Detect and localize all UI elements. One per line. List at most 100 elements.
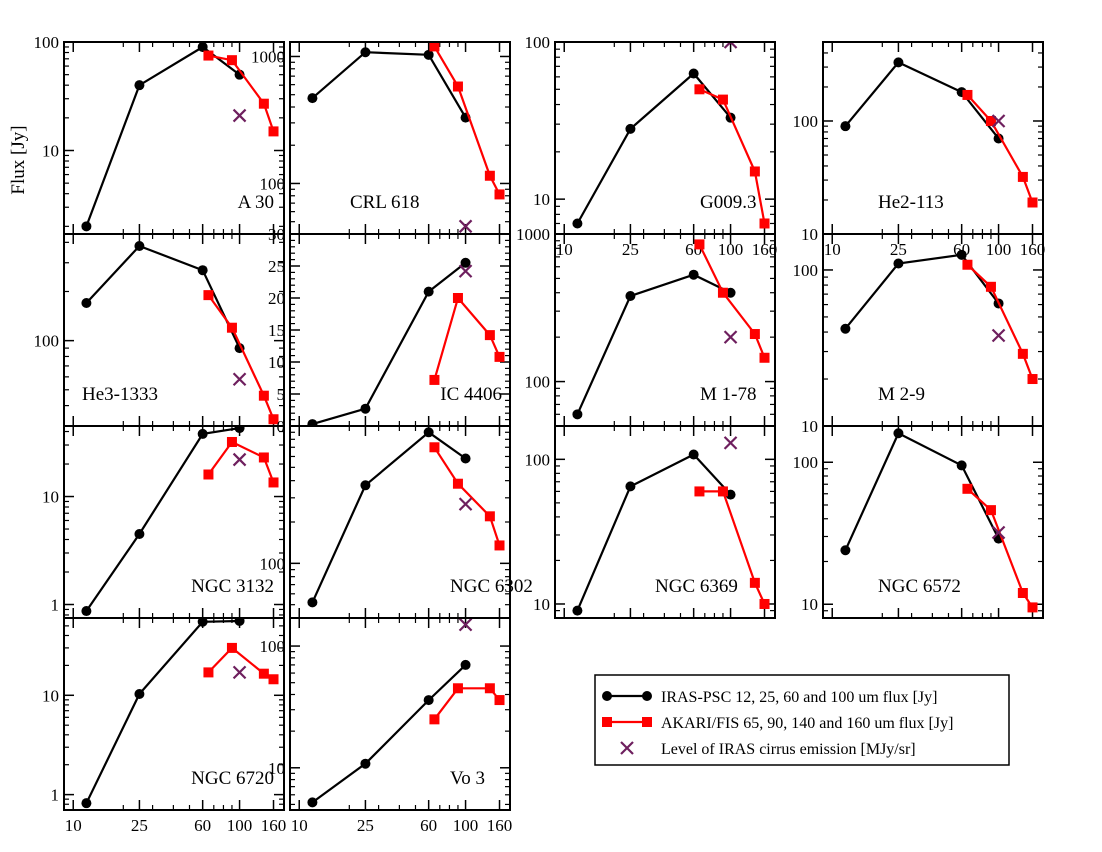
plot-area bbox=[307, 257, 505, 426]
akari-series-line bbox=[433, 45, 501, 195]
legend-entry-cirrus: Level of IRAS cirrus emission [MJy/sr] bbox=[620, 741, 916, 758]
x-tick-label: 160 bbox=[752, 240, 778, 259]
plot-area bbox=[81, 618, 279, 809]
akari-point bbox=[258, 668, 269, 679]
iras-series-line bbox=[311, 430, 467, 603]
iras-point bbox=[893, 57, 904, 68]
akari-point bbox=[759, 218, 770, 229]
iras-point bbox=[423, 49, 434, 60]
akari-point bbox=[1027, 197, 1038, 208]
akari-point bbox=[749, 166, 760, 177]
cirrus-point bbox=[458, 219, 473, 234]
legend-marker bbox=[642, 691, 652, 701]
x-tick-label: 10 bbox=[291, 816, 308, 835]
legend-label: Level of IRAS cirrus emission [MJy/sr] bbox=[661, 741, 916, 758]
iras-series-line bbox=[311, 664, 467, 804]
legend-marker bbox=[602, 717, 612, 727]
panel-frame bbox=[63, 617, 285, 811]
akari-point bbox=[203, 50, 214, 61]
iras-point bbox=[460, 453, 471, 464]
y-tick-label: 100 bbox=[525, 373, 551, 392]
iras-series-line bbox=[85, 45, 241, 227]
akari-series-line bbox=[698, 88, 766, 224]
iras-point bbox=[993, 133, 1004, 144]
panel: 10 100 NGC 6369 bbox=[525, 425, 776, 619]
plot-area bbox=[81, 426, 279, 617]
iras-point bbox=[572, 605, 583, 616]
plot-area bbox=[572, 42, 770, 229]
iras-point bbox=[81, 298, 92, 309]
iras-point bbox=[234, 426, 245, 434]
x-tick-label: 60 bbox=[194, 816, 211, 835]
plot-area bbox=[81, 42, 279, 232]
iras-point bbox=[307, 93, 318, 104]
x-tick-label: 10 bbox=[824, 240, 841, 259]
panel: 1 10 NGC 3132 bbox=[42, 425, 285, 619]
y-tick-label: 20 bbox=[268, 289, 285, 308]
akari-point bbox=[694, 84, 705, 95]
iras-point bbox=[197, 618, 208, 627]
iras-point bbox=[840, 323, 851, 334]
akari-point bbox=[268, 126, 279, 137]
akari-point bbox=[226, 436, 237, 447]
x-tick-label: 10 bbox=[556, 240, 573, 259]
legend: IRAS-PSC 12, 25, 60 and 100 um flux [Jy]… bbox=[594, 674, 1010, 766]
iras-point bbox=[81, 221, 92, 232]
legend-label: IRAS-PSC 12, 25, 60 and 100 um flux [Jy] bbox=[661, 689, 937, 706]
x-tick-label: 10 bbox=[65, 816, 82, 835]
akari-point bbox=[985, 115, 996, 126]
y-tick-label: 10 bbox=[801, 595, 818, 614]
plot-area bbox=[840, 249, 1038, 385]
iras-point bbox=[360, 758, 371, 769]
iras-series-line bbox=[844, 253, 1000, 330]
iras-point bbox=[725, 287, 736, 298]
y-tick-label: 100 bbox=[260, 174, 286, 193]
y-tick-label: 100 bbox=[525, 33, 551, 52]
akari-series-line bbox=[966, 487, 1034, 609]
x-tick-label: 160 bbox=[487, 816, 513, 835]
y-tick-label: 10 bbox=[42, 142, 59, 161]
akari-series-line bbox=[433, 446, 501, 546]
akari-point bbox=[985, 281, 996, 292]
x-tick-label: 100 bbox=[986, 240, 1012, 259]
akari-point bbox=[258, 390, 269, 401]
iras-point bbox=[688, 449, 699, 460]
iras-point bbox=[840, 121, 851, 132]
iras-point bbox=[423, 427, 434, 438]
iras-point bbox=[423, 695, 434, 706]
iras-point bbox=[625, 481, 636, 492]
akari-point bbox=[203, 667, 214, 678]
iras-point bbox=[307, 797, 318, 808]
akari-point bbox=[749, 329, 760, 340]
plot-area bbox=[840, 57, 1038, 208]
panel-frame bbox=[289, 617, 511, 811]
x-tick-label: 25 bbox=[131, 816, 148, 835]
y-tick-label: 10 bbox=[533, 595, 550, 614]
akari-point bbox=[226, 642, 237, 653]
y-tick-label: 10 bbox=[533, 190, 550, 209]
akari-point bbox=[985, 505, 996, 516]
panel-frame bbox=[822, 233, 1044, 427]
iras-point bbox=[234, 618, 245, 626]
akari-point bbox=[1017, 171, 1028, 182]
y-tick-label: 10 bbox=[42, 488, 59, 507]
y-tick-label: 1 bbox=[51, 786, 60, 805]
akari-series-line bbox=[433, 687, 501, 720]
iras-point bbox=[625, 291, 636, 302]
y-axis-label: Flux [Jy] bbox=[8, 125, 29, 194]
akari-point bbox=[962, 483, 973, 494]
iras-point bbox=[572, 218, 583, 229]
iras-point bbox=[572, 409, 583, 420]
akari-point bbox=[494, 351, 505, 362]
panel: 10 100 M 2-9 bbox=[793, 233, 1044, 436]
cirrus-point bbox=[458, 497, 473, 511]
iras-point bbox=[893, 428, 904, 439]
akari-point bbox=[226, 322, 237, 333]
akari-point bbox=[759, 598, 770, 609]
akari-point bbox=[429, 42, 440, 52]
akari-series-line bbox=[698, 243, 766, 359]
